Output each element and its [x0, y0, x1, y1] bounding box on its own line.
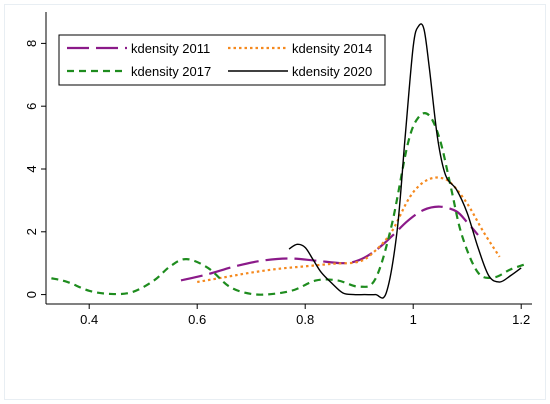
legend-box	[58, 34, 386, 86]
series-2020-line	[288, 23, 522, 299]
axes	[45, 12, 532, 305]
series-2017-line	[51, 112, 527, 296]
x-tick-label: 0.8	[296, 312, 314, 327]
legend-label-2011: kdensity 2011	[131, 41, 210, 56]
x-tick-label: 1.2	[512, 312, 530, 327]
x-tick-label: 0.6	[188, 312, 206, 327]
legend-label-2020: kdensity 2020	[292, 64, 372, 79]
y-tick-label: 8	[24, 40, 39, 47]
y-ticks: 0 2 4 6 8	[24, 40, 46, 298]
legend-label-2014: kdensity 2014	[292, 41, 372, 56]
y-tick-label: 2	[24, 228, 39, 235]
x-tick-label: 1	[410, 312, 417, 327]
y-tick-label: 6	[24, 103, 39, 110]
legend: kdensity 2011 kdensity 2014 kdensity 201…	[58, 34, 386, 86]
y-tick-label: 0	[24, 291, 39, 298]
series-2011-line	[180, 205, 479, 282]
x-tick-label: 0.4	[80, 312, 98, 327]
series-layer	[51, 23, 527, 299]
x-ticks: 0.4 0.6 0.8 1 1.2	[80, 304, 530, 327]
legend-label-2017: kdensity 2017	[131, 64, 211, 79]
y-tick-label: 4	[24, 165, 39, 172]
